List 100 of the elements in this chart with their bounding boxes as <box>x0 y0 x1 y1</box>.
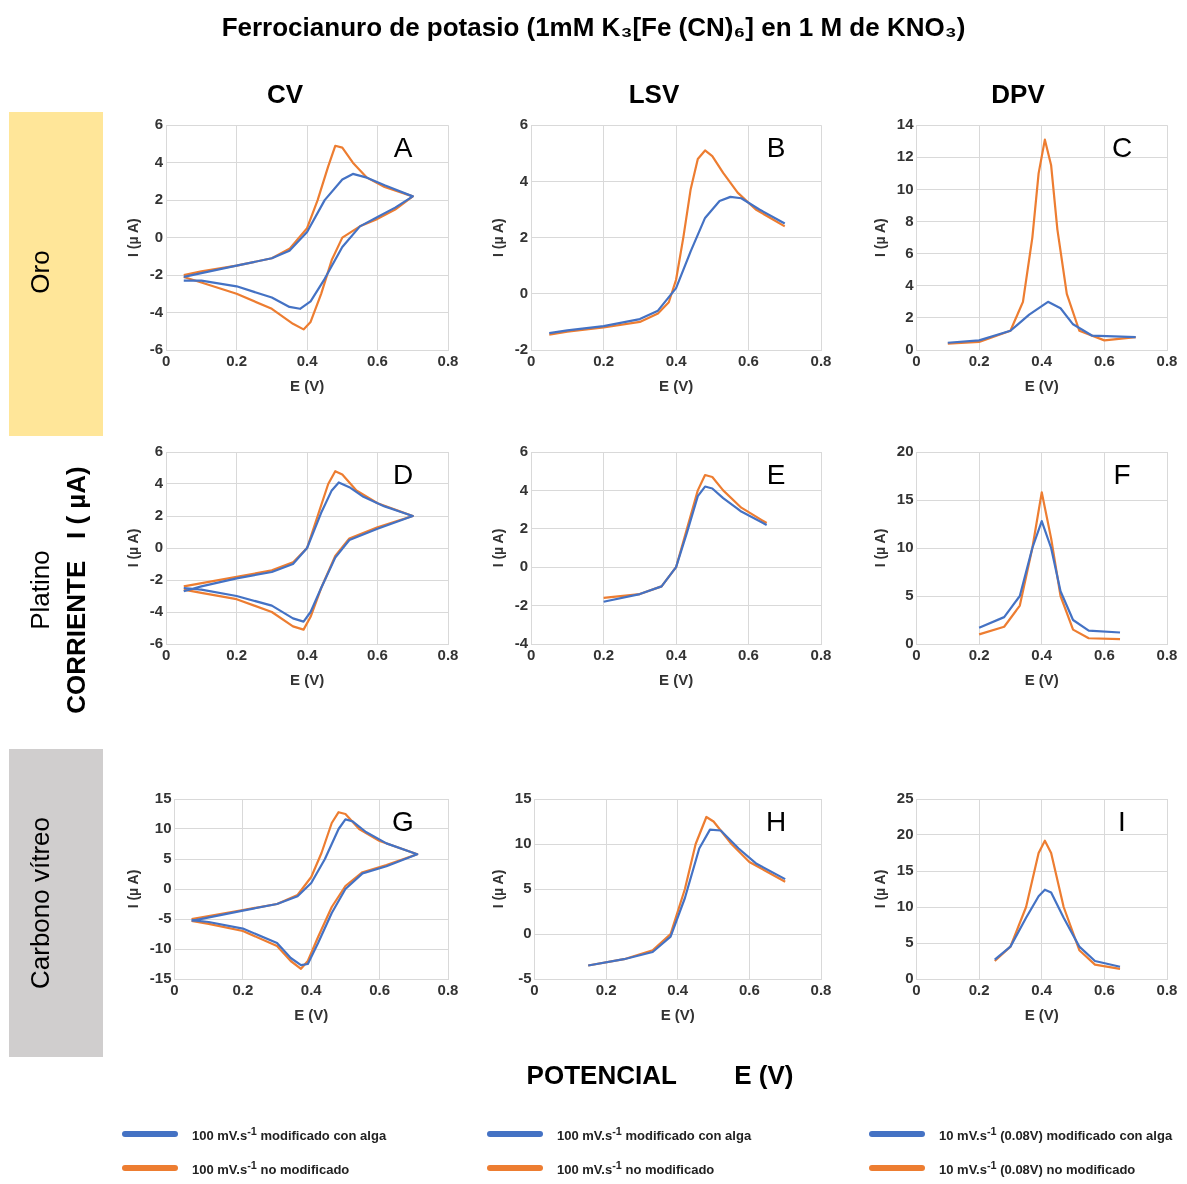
y-tick-label: 15 <box>514 789 532 807</box>
y-tick-label: -4 <box>149 302 164 320</box>
legend-label: 10 mV.s$^{-1}$ (0.08V) modificado con alga <box>939 1125 1173 1144</box>
x-tick-label: 0.4 <box>1031 646 1053 664</box>
y-tick-label: -10 <box>149 939 172 957</box>
x-axis-title: E (V) <box>1024 377 1059 395</box>
y-tick-label: -2 <box>149 570 164 588</box>
y-tick-label: 4 <box>519 171 529 189</box>
y-tick-label: 2 <box>154 190 164 208</box>
y-axis-title: I (µ A) <box>872 528 889 568</box>
y-tick-label: 6 <box>519 442 529 460</box>
text: Platino <box>24 550 56 630</box>
x-tick-label: 0.2 <box>593 646 615 664</box>
y-tick-label: 2 <box>519 227 529 245</box>
x-tick-label: 0.8 <box>1156 981 1178 999</box>
x-tick-label: 0.6 <box>367 352 388 370</box>
y-axis-title: I (µ A) <box>872 218 889 257</box>
x-tick-label: 0.2 <box>226 646 248 664</box>
y-tick-label: 15 <box>896 490 914 508</box>
x-tick-label: 0.4 <box>296 646 319 664</box>
chart-title: CV <box>266 78 304 109</box>
y-tick-label: 10 <box>896 179 914 197</box>
y-tick-label: 5 <box>523 879 532 897</box>
x-tick-label: 0.8 <box>810 646 832 664</box>
y-tick-label: -6 <box>149 634 164 652</box>
y-tick-label: 25 <box>896 789 914 807</box>
y-tick-label: 20 <box>896 825 914 843</box>
y-tick-label: 0 <box>905 969 914 987</box>
x-tick-label: 0.2 <box>968 981 990 999</box>
annotation: E <box>766 458 786 490</box>
x-tick-label: 0.8 <box>437 981 459 999</box>
y-tick-label: -5 <box>518 969 532 987</box>
x-tick-label: 0.8 <box>810 981 832 999</box>
y-tick-label: 5 <box>163 849 172 867</box>
legend-label: 10 mV.s$^{-1}$ (0.08V) no modificado <box>939 1159 1136 1178</box>
y-axis-title: I (µ A) <box>872 869 889 909</box>
y-tick-label: 2 <box>154 506 164 524</box>
x-tick-label: 0.2 <box>968 352 990 370</box>
y-tick-label: -15 <box>149 969 172 987</box>
x-tick-label: 0.4 <box>296 352 319 370</box>
y-axis-title: I (µ A) <box>125 218 142 257</box>
y-tick-label: 20 <box>896 442 914 460</box>
y-tick-label: 10 <box>154 819 172 837</box>
y-tick-label: 0 <box>519 283 529 301</box>
x-axis-title: E (V) <box>294 1006 329 1024</box>
y-tick-label: -6 <box>149 340 164 358</box>
x-tick-label: 0.8 <box>1156 352 1178 370</box>
annotation: B <box>766 131 786 163</box>
y-axis-title: I (µ A) <box>490 218 507 257</box>
annotation: I <box>1118 805 1126 837</box>
y-axis-title: I (µ A) <box>490 869 507 909</box>
x-tick-label: 0.2 <box>968 646 990 664</box>
x-tick-label: 0.4 <box>665 352 688 370</box>
y-tick-label: 5 <box>905 586 914 604</box>
y-tick-label: 15 <box>154 789 172 807</box>
x-tick-label: 0.6 <box>1093 646 1115 664</box>
y-axis-title: I (µ A) <box>125 869 142 909</box>
x-tick-label: 0.6 <box>367 646 388 664</box>
x-axis-title: E (V) <box>1024 1006 1059 1024</box>
x-axis-title: E (V) <box>658 671 694 689</box>
x-tick-label: 0.4 <box>1031 352 1053 370</box>
x-tick-label: 0.2 <box>595 981 617 999</box>
y-tick-label: 15 <box>896 861 914 879</box>
x-tick-label: 0.8 <box>437 352 459 370</box>
x-tick-label: 0.6 <box>369 981 391 999</box>
x-tick-label: 0.2 <box>593 352 615 370</box>
y-tick-label: 0 <box>163 879 172 897</box>
y-tick-label: 14 <box>896 115 915 133</box>
annotation: H <box>765 805 787 837</box>
y-tick-label: 2 <box>905 308 914 326</box>
y-tick-label: 2 <box>519 518 529 536</box>
y-tick-label: 4 <box>519 480 529 498</box>
x-axis-title: E (V) <box>289 671 325 689</box>
y-axis-title: I (µ A) <box>490 528 507 568</box>
chart-title: LSV <box>628 78 680 109</box>
x-tick-label: 0.4 <box>667 981 689 999</box>
x-tick-label: 0.8 <box>810 352 832 370</box>
chart-title: DPV <box>991 78 1046 109</box>
y-tick-label: 0 <box>523 924 532 942</box>
annotation: F <box>1113 458 1131 490</box>
x-axis-title: E (V) <box>660 1006 695 1024</box>
x-tick-label: 0.4 <box>1031 981 1053 999</box>
y-tick-label: -2 <box>514 595 529 613</box>
y-axis-title: I (µ A) <box>125 528 142 568</box>
y-tick-label: 0 <box>154 227 164 245</box>
legend-label: 100 mV.s$^{-1}$ modificado con alga <box>557 1125 752 1144</box>
x-tick-label: 0.6 <box>1093 981 1115 999</box>
legend-label: 100 mV.s$^{-1}$ modificado con alga <box>192 1125 387 1144</box>
annotation: G <box>392 805 414 837</box>
y-tick-label: -2 <box>514 340 529 358</box>
legend-label: 100 mV.s$^{-1}$ no modificado <box>557 1159 715 1178</box>
x-tick-label: 0.6 <box>738 981 760 999</box>
y-tick-label: 10 <box>896 538 914 556</box>
y-tick-label: 0 <box>905 634 914 652</box>
x-tick-label: 0.6 <box>738 352 759 370</box>
annotation: D <box>392 458 414 490</box>
x-tick-label: 0.4 <box>665 646 688 664</box>
annotation: A <box>393 131 413 163</box>
x-tick-label: 0.8 <box>437 646 459 664</box>
x-axis-title: E (V) <box>289 377 325 395</box>
